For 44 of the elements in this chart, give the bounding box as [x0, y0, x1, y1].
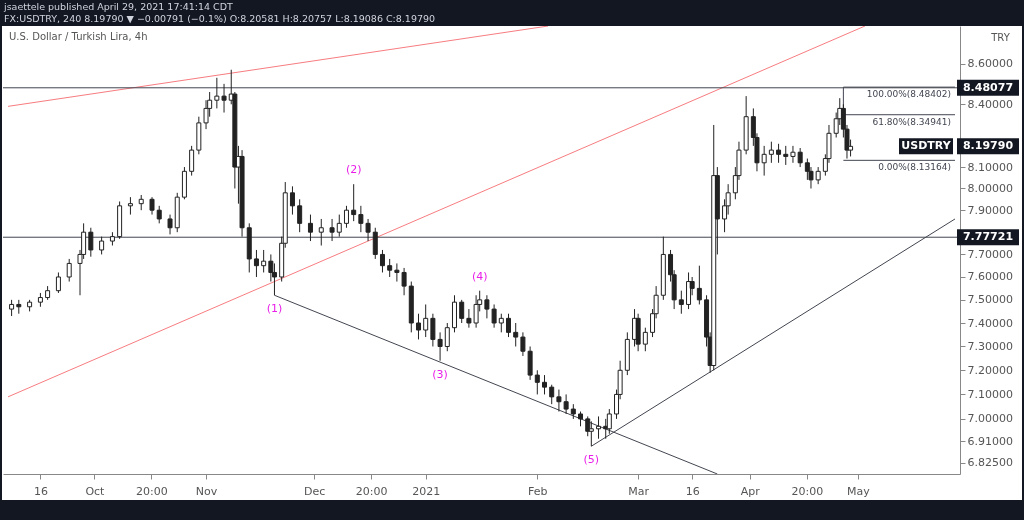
x-tick-label: Dec — [303, 484, 326, 498]
x-tick-label: 20:00 — [136, 484, 168, 498]
y-tick-label: 7.10000 — [967, 387, 1013, 401]
x-tick-label: 16 — [33, 484, 48, 498]
y-tick-label: 7.30000 — [967, 339, 1013, 353]
y-tick-label: 7.50000 — [967, 293, 1013, 307]
y-tick-label: 7.70000 — [967, 247, 1013, 261]
x-tick-label: 20:00 — [791, 484, 824, 498]
x-tick-label: 2021 — [412, 484, 441, 498]
series-label: 0.00%(8.13164) — [878, 162, 951, 173]
text: U.S. Dollar / Turkish Lira, 4h — [9, 31, 148, 42]
y-tick-label: 8.00000 — [967, 181, 1013, 195]
x-tick-label: Mar — [628, 484, 650, 498]
y-tick-label: 7.40000 — [967, 316, 1013, 330]
y-tick-label: 6.82500 — [967, 456, 1013, 470]
annotation: (4) — [471, 269, 488, 283]
x-tick-label: Apr — [740, 484, 761, 498]
y-tick-label: 8.60000 — [967, 57, 1013, 71]
annotation: (5) — [583, 453, 600, 467]
annotation: (3) — [432, 367, 448, 381]
x-tick-label: Oct — [85, 484, 106, 498]
ref-line-label: 7.77721 — [962, 230, 1014, 244]
y-tick-label: 7.20000 — [967, 363, 1013, 377]
y-axis-title: TRY — [990, 31, 1011, 43]
text: 8.19790 — [962, 139, 1014, 153]
x-tick-label: Feb — [528, 484, 548, 498]
ref-line-label: 8.48077 — [962, 80, 1014, 94]
x-tick-label: 16 — [685, 484, 700, 498]
text: FX:USDTRY, 240 8.19790 ▼ −0.00791 (−0.1%) O:8.20581 H:8.20757 L:8.19086 C:8.19790 — [4, 13, 437, 25]
y-tick-label: 6.91000 — [967, 434, 1013, 448]
text: jsaettele published April 29, 2021 17:41:14 CDT — [4, 1, 234, 13]
y-tick-label: 7.00000 — [967, 412, 1013, 426]
series-label: 100.00%(8.48402) — [866, 89, 951, 100]
text: USDTRY — [901, 139, 952, 153]
x-tick-label: 20:00 — [355, 484, 388, 498]
y-tick-label: 8.10000 — [967, 160, 1013, 174]
y-tick-label: 7.60000 — [967, 270, 1013, 284]
series-label: 61.80%(8.34941) — [872, 116, 951, 127]
y-tick-label: 8.40000 — [967, 97, 1013, 111]
x-tick-label: Nov — [195, 484, 218, 498]
y-tick-label: 7.90000 — [967, 203, 1013, 217]
annotation: (2) — [345, 163, 362, 177]
annotation: (1) — [266, 302, 283, 316]
x-tick-label: May — [846, 484, 871, 498]
